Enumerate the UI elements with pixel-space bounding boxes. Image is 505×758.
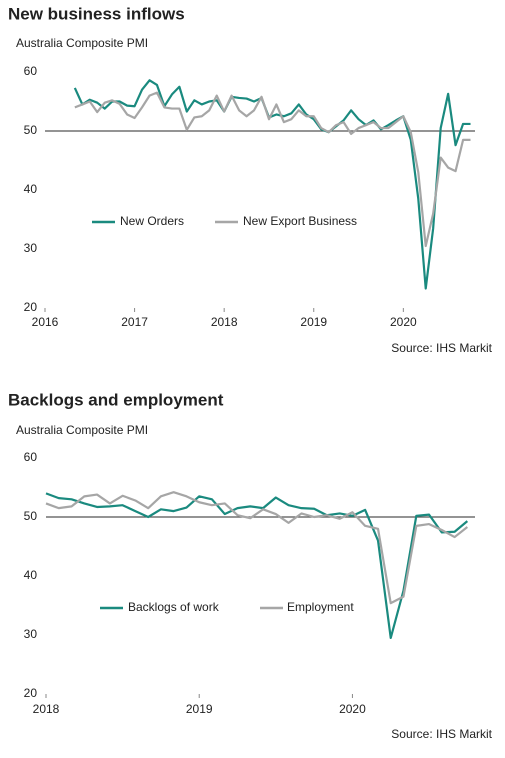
y-tick-label: 50 [24,509,38,523]
x-tick-label: 2018 [211,315,238,329]
x-tick-label: 2020 [390,315,417,329]
x-tick-label: 2020 [339,702,366,716]
x-tick-label: 2018 [33,702,60,716]
legend-label: New Orders [120,214,184,228]
line [74,91,471,248]
y-tick-label: 60 [24,450,38,464]
chart-subtitle: Australia Composite PMI [16,36,148,50]
x-tick-label: 2019 [300,315,327,329]
x-tick-label: 2019 [186,702,213,716]
chart-subtitle: Australia Composite PMI [16,423,148,437]
source: Source: IHS Markit [391,341,492,355]
y-tick-label: 30 [24,627,38,641]
y-tick-label: 20 [24,686,38,700]
legend-label: Employment [287,600,354,614]
y-tick-label: 40 [24,568,38,582]
legend-label: Backlogs of work [128,600,220,614]
chart-title: New business inflows [8,4,185,23]
y-tick-label: 60 [24,64,38,78]
y-tick-label: 30 [24,241,38,255]
x-tick-label: 2017 [121,315,148,329]
y-tick-label: 40 [24,182,38,196]
chart-title: Backlogs and employment [8,390,224,409]
chart: New business inflows Australia Composite … [8,4,493,355]
line [45,492,469,640]
y-tick-label: 50 [24,123,38,137]
line [45,491,469,605]
chart: Backlogs and employment Australia Composi… [8,390,493,741]
legend-label: New Export Business [243,214,357,228]
x-tick-label: 2016 [32,315,59,329]
y-tick-label: 20 [24,300,38,314]
source: Source: IHS Markit [391,727,492,741]
